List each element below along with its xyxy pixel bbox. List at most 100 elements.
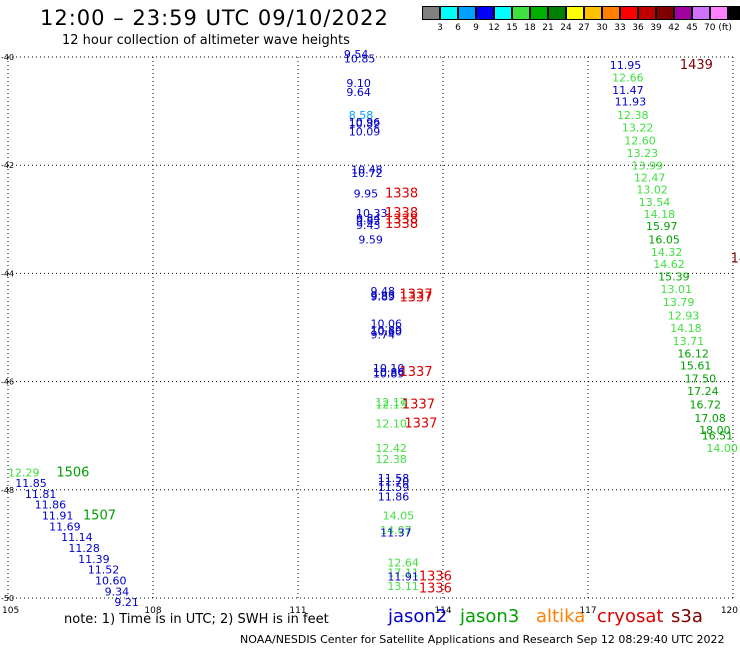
wave-height-label: 11.86 (35, 499, 66, 512)
scale-swatch (656, 6, 674, 20)
mission-s3a: s3a (671, 606, 703, 627)
wave-height-label: 12.66 (612, 71, 644, 84)
wave-height-label: 14.32 (651, 246, 683, 259)
chart-title: 12:00 – 23:59 UTC 09/10/2022 (40, 6, 389, 30)
pass-time-label: 1338 (385, 206, 418, 221)
wave-height-label: 11.52 (88, 564, 120, 577)
y-tick-label: -44 (1, 269, 14, 278)
wave-height-label: 9.54 (344, 48, 369, 61)
scale-swatch (458, 6, 476, 20)
wave-height-label: 10.86 (373, 366, 405, 379)
wave-height-label: 17.08 (694, 412, 726, 425)
x-tick-label: 108 (144, 606, 161, 616)
wave-height-label: 11.93 (615, 96, 647, 109)
scale-swatch (620, 6, 638, 20)
wave-height-label: 14.07 (380, 524, 412, 537)
scale-label: 9 (473, 23, 479, 33)
scale-swatch (476, 6, 494, 20)
footer-credit: NOAA/NESDIS Center for Satellite Applica… (240, 633, 725, 646)
wave-height-label: 16.51 (702, 429, 734, 442)
wave-height-label: 12.60 (624, 135, 656, 148)
pass-time-label: 1506 (56, 465, 89, 480)
wave-height-label: 11.91 (42, 510, 73, 523)
mission-jason3: jason3 (460, 606, 520, 627)
wave-height-label: 15.97 (646, 220, 678, 233)
wave-height-label: 16.12 (677, 347, 709, 360)
scale-swatch (584, 6, 602, 20)
scale-swatch (512, 6, 530, 20)
wave-height-label: 10.96 (349, 116, 381, 129)
mission-cryosat: cryosat (597, 606, 664, 627)
wave-height-label: 11.39 (78, 553, 110, 566)
wave-height-label: 13.71 (673, 335, 705, 348)
scale-swatch (530, 6, 548, 20)
pass-time-label: 1337 (400, 365, 433, 380)
scale-label: 21 (542, 23, 554, 33)
wave-height-label: 9.10 (346, 77, 371, 90)
wave-height-label: 9.95 (354, 188, 379, 201)
wave-height-label: 9.59 (358, 234, 383, 247)
y-tick-label: -46 (1, 378, 14, 387)
scale-swatch (674, 6, 692, 20)
pass-time-label: 1337 (400, 287, 433, 302)
wave-height-label: 9.89 (371, 290, 396, 303)
scale-swatch (638, 6, 656, 20)
scale-label: 12 (488, 23, 500, 33)
wave-height-label: 11.69 (49, 520, 80, 533)
scale-label: 39 (650, 23, 662, 33)
scale-label: 18 (524, 23, 536, 33)
wave-height-label: 11.85 (15, 477, 47, 490)
wave-height-label: 11.58 (378, 472, 410, 485)
wave-height-label: 12.42 (375, 442, 407, 455)
mission-jason2: jason2 (388, 606, 448, 627)
scale-label: 45 (686, 23, 698, 33)
wave-height-label: 17.11 (387, 566, 419, 579)
wave-height-label: 11.28 (68, 542, 100, 555)
wave-height-label: 13.02 (636, 183, 668, 196)
pass-time-label: 1338 (385, 217, 418, 232)
wave-height-label: 10.06 (371, 318, 403, 331)
wave-height-label: 11.91 (387, 571, 419, 584)
y-tick-label: -42 (1, 161, 14, 170)
wave-height-label: 14.05 (383, 510, 415, 523)
wave-height-label: 13.99 (632, 160, 664, 173)
pass-time-label: 1337 (400, 291, 433, 306)
wave-height-label: 9.74 (371, 328, 396, 341)
wave-height-label: 14.62 (653, 258, 685, 271)
pass-time-label: 1336 (419, 582, 452, 597)
axis-ticks: 105 108 111 114 117 120 -40 -42 -44 -46 -48 -50 (1, 53, 738, 616)
wave-height-label: 11.47 (612, 84, 644, 97)
pass-time-label: 1439 (680, 58, 713, 73)
wave-height-label: 10.60 (95, 574, 127, 587)
wave-height-label: 10.72 (351, 167, 383, 180)
wave-height-label: 9.82 (356, 215, 381, 228)
scale-swatch (692, 6, 710, 20)
scale-label: 27 (578, 23, 590, 33)
wave-height-label: 13.79 (663, 296, 695, 309)
wave-height-label: 12.29 (8, 466, 40, 479)
wave-height-label: 13.54 (639, 196, 671, 209)
wave-height-label: 10.82 (349, 117, 381, 130)
scale-swatch (422, 6, 440, 20)
wave-height-label: 13.01 (661, 283, 693, 296)
scale-swatch (548, 6, 566, 20)
scale-swatch (710, 6, 728, 20)
wave-height-label: 13.11 (387, 580, 419, 593)
wave-height-label: 12.15 (375, 399, 407, 412)
y-tick-label: -48 (1, 486, 14, 495)
pass-time-label: 1336 (419, 570, 452, 585)
scale-swatch (494, 6, 512, 20)
chart-subtitle: 12 hour collection of altimeter wave hei… (62, 33, 350, 48)
wave-height-label: 12.47 (634, 171, 666, 184)
wave-height-label: 9.84 (356, 212, 381, 225)
wave-height-label: 10.09 (349, 125, 381, 138)
scale-label: 24 (560, 23, 572, 33)
x-tick-label: 105 (2, 606, 19, 616)
wave-height-label: 12.17 (375, 396, 407, 409)
wave-height-label: 16.72 (690, 399, 722, 412)
scale-label: 30 (596, 23, 608, 33)
x-tick-label: 114 (434, 606, 451, 616)
wave-height-label: 14.00 (706, 442, 738, 455)
wave-height-label: 10.60 (371, 326, 403, 339)
